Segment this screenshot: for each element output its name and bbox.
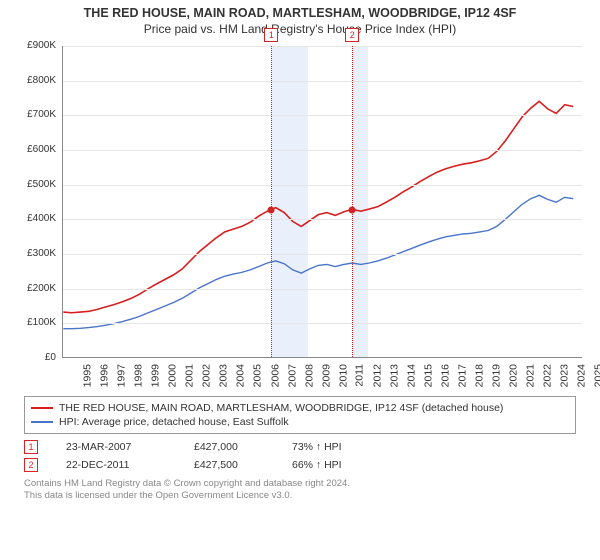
- footer-attribution: Contains HM Land Registry data © Crown c…: [24, 478, 576, 502]
- x-axis-label: 2020: [508, 364, 520, 387]
- sale-price: £427,500: [194, 459, 264, 471]
- legend-swatch: [31, 407, 53, 409]
- x-axis-label: 2024: [576, 364, 588, 387]
- sale-date: 22-DEC-2011: [66, 459, 166, 471]
- chart-subtitle: Price paid vs. HM Land Registry's House …: [0, 20, 600, 40]
- sale-pct: 73% ↑ HPI: [292, 441, 372, 453]
- legend-swatch: [31, 421, 53, 423]
- x-axis-label: 2002: [201, 364, 213, 387]
- x-axis-label: 2006: [269, 364, 281, 387]
- sale-marker-flag: 2: [345, 28, 359, 42]
- y-axis-label: £400K: [10, 213, 56, 224]
- legend: THE RED HOUSE, MAIN ROAD, MARTLESHAM, WO…: [24, 396, 576, 434]
- y-axis-label: £700K: [10, 109, 56, 120]
- x-axis-label: 2007: [286, 364, 298, 387]
- x-axis-label: 2013: [388, 364, 400, 387]
- x-axis-label: 2005: [252, 364, 264, 387]
- x-axis-label: 2014: [405, 364, 417, 387]
- x-axis-label: 2021: [525, 364, 537, 387]
- footer-line: Contains HM Land Registry data © Crown c…: [24, 478, 576, 490]
- y-axis-label: £900K: [10, 40, 56, 51]
- x-axis-label: 2025: [593, 364, 600, 387]
- chart-area: 12 £0 £100K £200K £300K £400K £500K £600K £700K…: [10, 40, 590, 392]
- x-axis-label: 1998: [133, 364, 145, 387]
- chart-title: THE RED HOUSE, MAIN ROAD, MARTLESHAM, WO…: [0, 0, 600, 20]
- line-series: [63, 101, 573, 312]
- plot-region: 12: [62, 46, 582, 358]
- legend-label: HPI: Average price, detached house, East…: [59, 416, 289, 428]
- x-axis-label: 2003: [218, 364, 230, 387]
- x-axis-label: 2018: [473, 364, 485, 387]
- y-axis-label: £600K: [10, 144, 56, 155]
- x-axis-label: 1996: [98, 364, 110, 387]
- sale-date: 23-MAR-2007: [66, 441, 166, 453]
- legend-item: THE RED HOUSE, MAIN ROAD, MARTLESHAM, WO…: [31, 401, 569, 415]
- sale-marker-dot: [349, 206, 356, 213]
- sale-marker-box: 2: [24, 458, 38, 472]
- x-axis-label: 2010: [337, 364, 349, 387]
- x-axis-label: 2019: [491, 364, 503, 387]
- sale-row: 1 23-MAR-2007 £427,000 73% ↑ HPI: [0, 438, 600, 456]
- y-axis-label: £0: [10, 352, 56, 363]
- x-axis-label: 2008: [303, 364, 315, 387]
- x-axis-label: 2015: [422, 364, 434, 387]
- y-axis-label: £500K: [10, 179, 56, 190]
- x-axis-label: 2016: [439, 364, 451, 387]
- x-axis-label: 2023: [559, 364, 571, 387]
- x-axis-label: 2004: [235, 364, 247, 387]
- footer-line: This data is licensed under the Open Gov…: [24, 490, 576, 502]
- y-axis-label: £200K: [10, 283, 56, 294]
- legend-item: HPI: Average price, detached house, East…: [31, 415, 569, 429]
- x-axis-label: 1999: [150, 364, 162, 387]
- y-axis-label: £100K: [10, 317, 56, 328]
- x-axis-label: 2017: [456, 364, 468, 387]
- x-axis-label: 2009: [320, 364, 332, 387]
- x-axis-label: 2000: [167, 364, 179, 387]
- sale-marker-dot: [268, 206, 275, 213]
- x-axis-label: 1995: [81, 364, 93, 387]
- sale-row: 2 22-DEC-2011 £427,500 66% ↑ HPI: [0, 456, 600, 474]
- line-series-svg: [63, 46, 582, 357]
- chart-container: THE RED HOUSE, MAIN ROAD, MARTLESHAM, WO…: [0, 0, 600, 560]
- x-axis-label: 1997: [115, 364, 127, 387]
- x-axis-label: 2022: [542, 364, 554, 387]
- sale-pct: 66% ↑ HPI: [292, 459, 372, 471]
- y-axis-label: £800K: [10, 75, 56, 86]
- x-axis-label: 2012: [371, 364, 383, 387]
- x-axis-label: 2011: [353, 364, 365, 387]
- sale-marker-flag: 1: [264, 28, 278, 42]
- y-axis-label: £300K: [10, 248, 56, 259]
- sale-marker-box: 1: [24, 440, 38, 454]
- x-axis-label: 2001: [184, 364, 196, 387]
- legend-label: THE RED HOUSE, MAIN ROAD, MARTLESHAM, WO…: [59, 402, 503, 414]
- sale-price: £427,000: [194, 441, 264, 453]
